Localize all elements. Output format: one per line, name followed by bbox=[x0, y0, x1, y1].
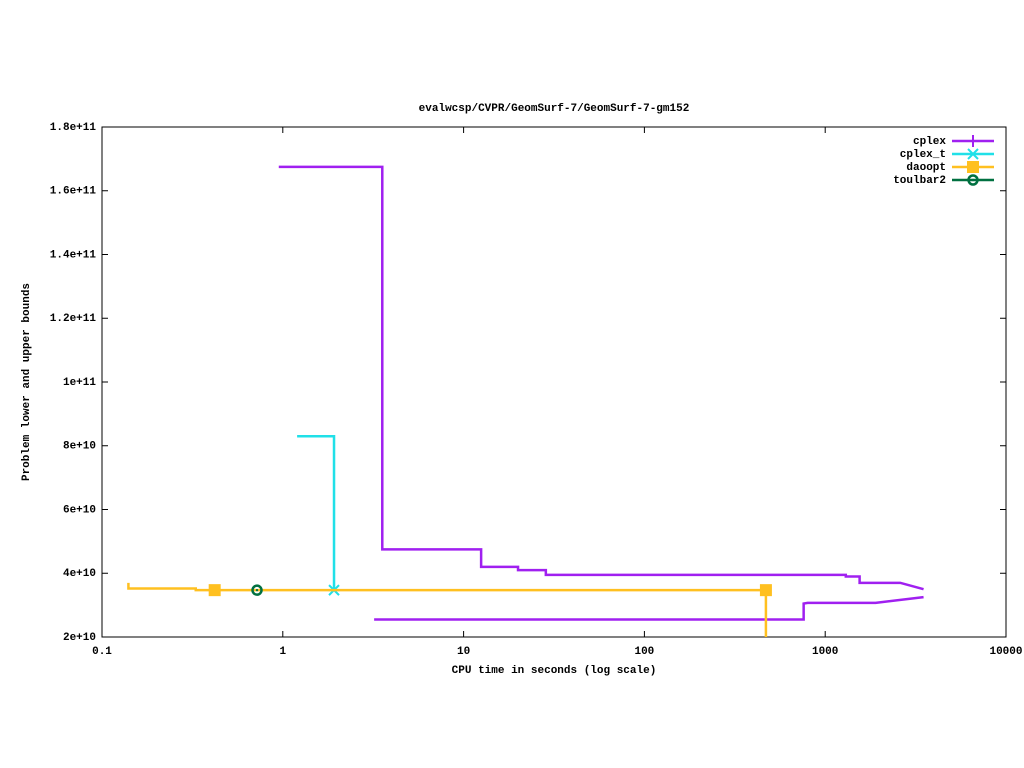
marker-shape bbox=[759, 584, 772, 597]
marker bbox=[967, 135, 979, 147]
marker-shape bbox=[967, 148, 979, 160]
y-tick-label: 4e+10 bbox=[63, 568, 96, 580]
y-tick-label: 1e+11 bbox=[63, 377, 96, 389]
marker bbox=[967, 148, 979, 160]
x-tick-label: 0.1 bbox=[92, 646, 112, 658]
y-tick-label: 1.2e+11 bbox=[50, 313, 97, 325]
x-tick-label: 100 bbox=[634, 646, 654, 658]
legend-label: toulbar2 bbox=[893, 175, 946, 187]
marker-shape bbox=[967, 174, 979, 186]
x-tick-label: 10 bbox=[457, 646, 470, 658]
series-line bbox=[278, 165, 924, 591]
y-tick-label: 6e+10 bbox=[63, 504, 96, 516]
marker-shape bbox=[255, 588, 259, 592]
marker bbox=[759, 584, 772, 597]
y-tick-label: 1.4e+11 bbox=[50, 249, 97, 261]
x-axis-label: CPU time in seconds (log scale) bbox=[452, 665, 657, 677]
x-tick-label: 1000 bbox=[812, 646, 838, 658]
marker-shape bbox=[967, 161, 979, 173]
marker bbox=[208, 584, 221, 597]
x-tick-label: 1 bbox=[279, 646, 286, 658]
y-axis-label: Problem lower and upper bounds bbox=[21, 283, 33, 481]
legend-label: daoopt bbox=[906, 162, 946, 174]
series-line bbox=[127, 582, 768, 637]
y-tick-label: 8e+10 bbox=[63, 441, 96, 453]
marker bbox=[967, 161, 979, 173]
series-line bbox=[297, 434, 336, 591]
x-tick-label: 10000 bbox=[989, 646, 1022, 658]
marker-shape bbox=[967, 135, 979, 147]
marker bbox=[251, 584, 263, 596]
marker-shape bbox=[208, 584, 221, 597]
y-tick-label: 2e+10 bbox=[63, 632, 96, 644]
y-tick-label: 1.8e+11 bbox=[50, 122, 97, 134]
marker-shape bbox=[971, 178, 975, 182]
legend-label: cplex bbox=[913, 136, 946, 148]
y-tick-label: 1.6e+11 bbox=[50, 186, 97, 198]
series-line bbox=[374, 595, 924, 621]
marker-shape bbox=[251, 584, 263, 596]
marker bbox=[967, 174, 979, 186]
chart-title: evalwcsp/CVPR/GeomSurf-7/GeomSurf-7-gm15… bbox=[419, 103, 690, 115]
legend-label: cplex_t bbox=[900, 149, 946, 161]
